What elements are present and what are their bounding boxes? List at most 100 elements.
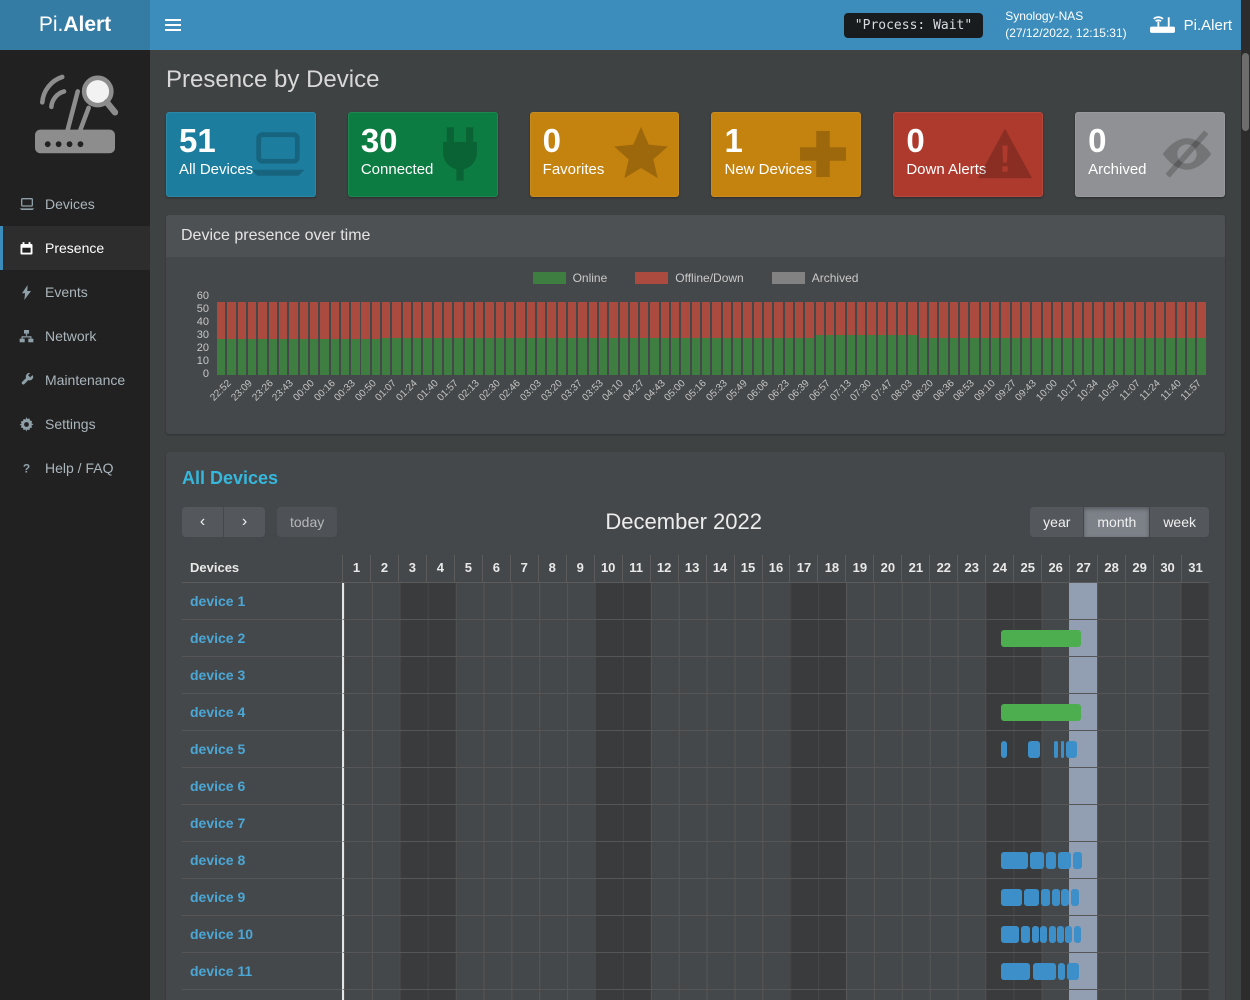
online-segment xyxy=(371,339,381,375)
y-tick-label: 30 xyxy=(196,329,209,341)
presence-event-session[interactable] xyxy=(1061,889,1070,906)
presence-event-session[interactable] xyxy=(1066,963,1080,980)
sidebar-item-help-faq[interactable]: ? Help / FAQ xyxy=(0,446,150,490)
presence-bar xyxy=(702,301,711,375)
offline-segment xyxy=(660,301,670,338)
day-header: 25 xyxy=(1013,555,1042,583)
summary-card-archived[interactable]: 0 Archived xyxy=(1075,112,1225,197)
presence-event-session[interactable] xyxy=(1070,889,1080,906)
view-year-button[interactable]: year xyxy=(1030,507,1084,537)
offline-segment xyxy=(536,301,546,338)
presence-event-session[interactable] xyxy=(1053,741,1058,758)
presence-event-session[interactable] xyxy=(1046,852,1056,869)
weekend-column-shade xyxy=(399,916,428,952)
device-link[interactable]: device 11 xyxy=(190,963,253,979)
device-link[interactable]: device 6 xyxy=(190,778,246,794)
sidebar-item-events[interactable]: Events xyxy=(0,270,150,314)
brand-logo[interactable]: Pi. Alert xyxy=(0,0,150,50)
device-name-cell: device 11 xyxy=(182,953,342,990)
weekend-column-shade xyxy=(818,805,847,841)
presence-event-session[interactable] xyxy=(1033,963,1056,980)
today-column-highlight xyxy=(1069,805,1098,841)
view-month-button[interactable]: month xyxy=(1084,507,1150,537)
presence-event-online[interactable] xyxy=(1001,630,1081,647)
device-link[interactable]: device 1 xyxy=(190,593,246,609)
presence-event-session[interactable] xyxy=(1065,926,1073,943)
chart-bar-group xyxy=(588,301,609,375)
presence-event-session[interactable] xyxy=(1040,926,1048,943)
presence-event-session[interactable] xyxy=(1001,889,1023,906)
chart-bar-group xyxy=(278,301,299,375)
presence-event-session[interactable] xyxy=(1001,963,1031,980)
device-link[interactable]: device 9 xyxy=(190,889,246,905)
sidebar-item-label: Presence xyxy=(45,240,105,256)
online-segment xyxy=(217,339,226,375)
chart-bar-group xyxy=(1124,301,1145,375)
presence-event-session[interactable] xyxy=(1060,741,1064,758)
presence-event-session[interactable] xyxy=(1051,889,1060,906)
device-link[interactable]: device 10 xyxy=(190,926,254,942)
sidebar-item-devices[interactable]: Devices xyxy=(0,182,150,226)
presence-bar xyxy=(970,301,979,375)
weekend-column-shade xyxy=(623,768,651,804)
online-segment xyxy=(1197,337,1206,375)
device-link[interactable]: device 3 xyxy=(190,667,246,683)
prev-button[interactable]: ‹ xyxy=(182,507,223,537)
online-segment xyxy=(1094,337,1103,375)
weekend-column-shade xyxy=(790,916,819,952)
weekend-column-shade xyxy=(623,879,651,915)
chart-bar-group xyxy=(216,301,237,375)
presence-event-session[interactable] xyxy=(1065,741,1078,758)
presence-event-online[interactable] xyxy=(1001,704,1081,721)
sidebar-item-maintenance[interactable]: Maintenance xyxy=(0,358,150,402)
online-segment xyxy=(598,337,608,375)
device-link[interactable]: device 8 xyxy=(190,852,246,868)
presence-event-session[interactable] xyxy=(1001,926,1020,943)
device-link[interactable]: device 4 xyxy=(190,704,246,720)
device-link[interactable]: device 7 xyxy=(190,815,246,831)
presence-event-session[interactable] xyxy=(1030,852,1045,869)
presence-event-session[interactable] xyxy=(1001,741,1008,758)
presence-event-session[interactable] xyxy=(1073,926,1082,943)
presence-event-session[interactable] xyxy=(1048,926,1056,943)
host-datetime: (27/12/2022, 12:15:31) xyxy=(1005,26,1127,40)
chart-bar-group xyxy=(1021,301,1042,375)
presence-event-session[interactable] xyxy=(1031,926,1039,943)
offline-segment xyxy=(949,301,959,338)
device-link[interactable]: device 2 xyxy=(190,630,246,646)
summary-card-down-alerts[interactable]: 0 Down Alerts xyxy=(893,112,1044,197)
offline-segment xyxy=(547,301,556,338)
sidebar-item-presence[interactable]: Presence xyxy=(0,226,150,270)
presence-event-session[interactable] xyxy=(1073,852,1083,869)
summary-card-favorites[interactable]: 0 Favorites xyxy=(529,112,680,197)
sidebar-item-settings[interactable]: Settings xyxy=(0,402,150,446)
sidebar-item-network[interactable]: Network xyxy=(0,314,150,358)
next-button[interactable]: › xyxy=(224,507,265,537)
presence-event-session[interactable] xyxy=(1057,852,1072,869)
scrollbar-thumb[interactable] xyxy=(1242,53,1249,131)
summary-card-new-devices[interactable]: 1 New Devices xyxy=(711,112,862,197)
presence-event-session[interactable] xyxy=(1058,963,1066,980)
sidebar-toggle-button[interactable] xyxy=(150,0,196,50)
sidebar: Devices Presence Events Network Maintenance S… xyxy=(0,50,150,1000)
presence-event-session[interactable] xyxy=(1020,926,1031,943)
summary-card-connected[interactable]: 30 Connected xyxy=(347,112,498,197)
online-segment xyxy=(309,339,319,375)
summary-card-all-devices[interactable]: 51 All Devices xyxy=(166,112,316,197)
presence-event-session[interactable] xyxy=(1028,741,1041,758)
today-button[interactable]: today xyxy=(277,507,338,537)
online-segment xyxy=(939,337,948,375)
x-tick-label: 06:06 xyxy=(745,378,771,404)
sidebar-nav: Devices Presence Events Network Maintenance S… xyxy=(0,182,150,490)
online-segment xyxy=(351,339,360,375)
presence-event-session[interactable] xyxy=(1040,889,1050,906)
presence-event-session[interactable] xyxy=(1001,852,1029,869)
view-week-button[interactable]: week xyxy=(1150,507,1209,537)
device-link[interactable]: device 5 xyxy=(190,741,246,757)
presence-event-session[interactable] xyxy=(1056,926,1064,943)
offline-segment xyxy=(980,301,990,338)
page-scrollbar[interactable] xyxy=(1241,0,1250,1000)
day-header: 27 xyxy=(1069,555,1098,583)
pialert-logo xyxy=(0,66,150,166)
presence-event-session[interactable] xyxy=(1023,889,1039,906)
